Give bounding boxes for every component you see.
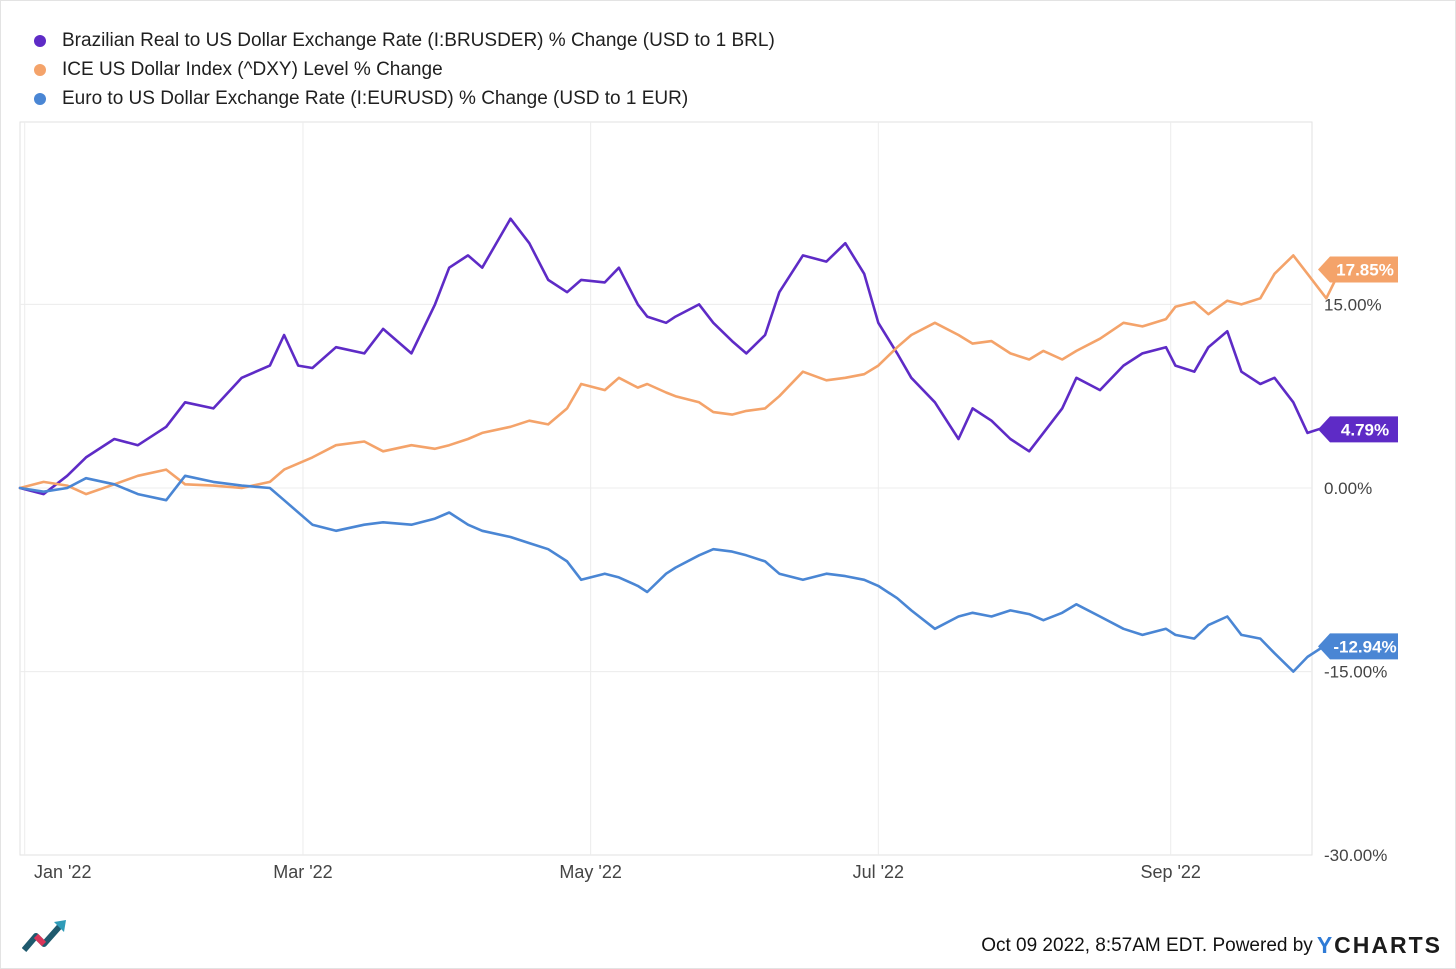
x-tick-label: Jul '22 <box>853 862 904 882</box>
brand-y: Y <box>1316 932 1335 958</box>
legend-item[interactable]: ICE US Dollar Index (^DXY) Level % Chang… <box>34 55 775 84</box>
series-line <box>18 254 1342 496</box>
series-line <box>18 217 1342 496</box>
brand-rest: CHARTS <box>1334 932 1442 958</box>
y-tick-label: -30.00% <box>1324 846 1387 865</box>
legend-label: Brazilian Real to US Dollar Exchange Rat… <box>62 29 775 51</box>
end-value-label: 4.79% <box>1341 420 1389 439</box>
legend-item[interactable]: Brazilian Real to US Dollar Exchange Rat… <box>34 26 775 55</box>
y-tick-label: -15.00% <box>1324 663 1387 682</box>
y-tick-label: 15.00% <box>1324 295 1382 314</box>
footer: Oct 09 2022, 8:57AM EDT. Powered by YCHA… <box>981 932 1442 959</box>
end-value-tag <box>1318 416 1398 443</box>
x-tick-label: Mar '22 <box>273 862 332 882</box>
legend-marker <box>34 92 46 105</box>
legend-item[interactable]: Euro to US Dollar Exchange Rate (I:EURUS… <box>34 84 775 113</box>
end-value-tag <box>1318 633 1398 660</box>
legend-label: Euro to US Dollar Exchange Rate (I:EURUS… <box>62 87 689 109</box>
x-tick-label: May '22 <box>559 862 621 882</box>
legend-marker <box>34 34 46 47</box>
legend-label: ICE US Dollar Index (^DXY) Level % Chang… <box>62 58 443 80</box>
x-tick-label: Jan '22 <box>34 862 91 882</box>
series-line <box>18 474 1342 673</box>
ycharts-brand[interactable]: YCHARTS <box>1317 932 1442 959</box>
legend-marker <box>34 63 46 76</box>
legend: Brazilian Real to US Dollar Exchange Rat… <box>34 26 775 113</box>
end-value-tag <box>1318 256 1398 283</box>
end-value-label: -12.94% <box>1333 637 1396 656</box>
ycharts-logo-icon <box>22 920 66 952</box>
x-tick-label: Sep '22 <box>1140 862 1201 882</box>
end-value-label: 17.85% <box>1336 261 1394 280</box>
footer-timestamp: Oct 09 2022, 8:57AM EDT. Powered by <box>981 934 1313 956</box>
y-tick-label: 0.00% <box>1324 479 1372 498</box>
